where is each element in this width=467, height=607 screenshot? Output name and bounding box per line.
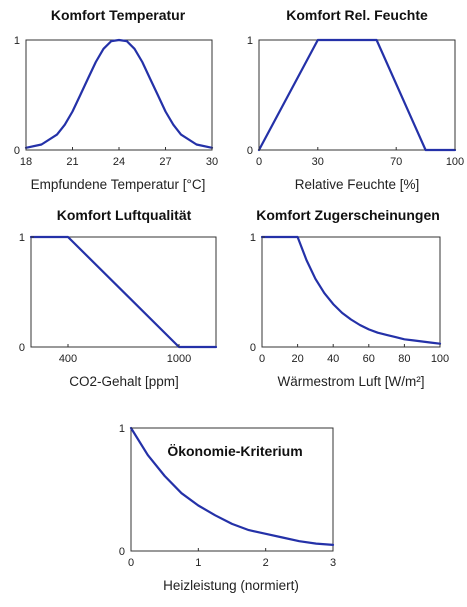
y-tick-label: 1 [247, 35, 253, 47]
series-line-1 [24, 38, 214, 149]
series-line-1 [129, 426, 335, 546]
series-line-1 [29, 235, 218, 349]
y-tick-label: 1 [250, 232, 256, 244]
x-tick-label: 400 [59, 353, 77, 365]
x-tick-label: 80 [398, 353, 410, 365]
x-tick-label: 0 [259, 353, 265, 365]
x-axis-label: Wärmestrom Luft [W/m²] [277, 374, 424, 389]
chart-1: 18 21 24 27 30 0 1 Komfort Temperatur Empfundene… [14, 7, 218, 192]
chart-title: Ökonomie-Kriterium [167, 443, 302, 459]
x-tick-label: 27 [159, 156, 171, 168]
x-tick-label: 2 [263, 557, 269, 569]
y-tick-label: 0 [250, 342, 256, 354]
series-line-1 [257, 38, 457, 152]
y-tick-label: 0 [247, 145, 253, 157]
chart-2: 0 30 70 100 0 1 Komfort Rel. Feuchte Relative F… [247, 7, 464, 192]
y-tick-label: 1 [14, 35, 20, 47]
y-tick-label: 0 [14, 145, 20, 157]
x-tick-label: 20 [291, 353, 303, 365]
plot-frame [130, 427, 334, 552]
x-tick-label: 100 [431, 353, 449, 365]
x-tick-label: 60 [363, 353, 375, 365]
x-axis-label: Relative Feuchte [%] [295, 177, 420, 192]
x-tick-label: 18 [20, 156, 32, 168]
series-line-1 [260, 235, 442, 345]
x-tick-label: 30 [312, 156, 324, 168]
x-tick-label: 1000 [167, 353, 191, 365]
x-tick-label: 3 [330, 557, 336, 569]
x-tick-label: 24 [113, 156, 125, 168]
x-axis-label: CO2-Gehalt [ppm] [69, 374, 179, 389]
plot-frame [25, 39, 213, 151]
y-tick-label: 1 [19, 232, 25, 244]
chart-title: Komfort Temperatur [51, 7, 186, 23]
chart-title: Komfort Zugerscheinungen [256, 207, 440, 223]
x-tick-label: 0 [128, 557, 134, 569]
chart-3: 400 1000 0 1 Komfort Luftqualität CO2-Gehalt … [19, 207, 218, 389]
x-tick-label: 30 [206, 156, 218, 168]
x-tick-label: 21 [66, 156, 78, 168]
x-tick-label: 70 [390, 156, 402, 168]
plot-frame [261, 236, 441, 348]
y-tick-label: 0 [119, 546, 125, 558]
x-tick-label: 100 [446, 156, 464, 168]
x-axis-label: Empfundene Temperatur [°C] [31, 177, 206, 192]
chart-title: Komfort Luftqualität [57, 207, 192, 223]
x-tick-label: 40 [327, 353, 339, 365]
x-axis-label: Heizleistung (normiert) [163, 578, 299, 593]
plot-frame [30, 236, 217, 348]
x-tick-label: 1 [195, 557, 201, 569]
y-tick-label: 0 [19, 342, 25, 354]
x-tick-label: 0 [256, 156, 262, 168]
chart-title: Komfort Rel. Feuchte [286, 7, 428, 23]
chart-5: 0 1 2 3 1 0 Ökonomie-Kriterium Heizleistung (no… [119, 423, 336, 593]
y-tick-label: 1 [119, 423, 125, 435]
